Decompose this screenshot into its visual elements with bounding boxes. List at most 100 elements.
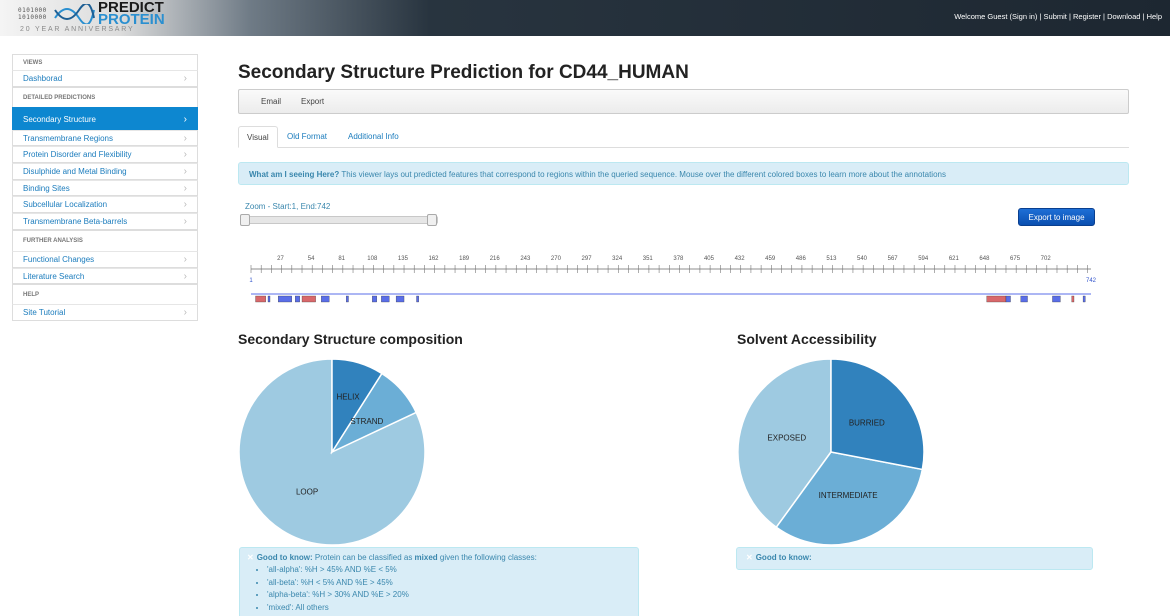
pie-slice-loop[interactable] xyxy=(238,358,426,546)
tab-bar: Visual Old Format Additional Info xyxy=(238,126,1129,148)
sidebar-item-functional-changes[interactable]: Functional Changes › xyxy=(12,250,198,268)
sidebar-item-literature-search[interactable]: Literature Search › xyxy=(12,267,198,285)
ruler-start-label: 1 xyxy=(249,278,253,284)
ruler-tick-label: 513 xyxy=(826,256,837,262)
sidebar-item-transmembrane-regions[interactable]: Transmembrane Regions › xyxy=(12,129,198,147)
tab-visual[interactable]: Visual xyxy=(238,126,278,148)
feature-box-helix[interactable] xyxy=(381,295,390,303)
sidebar-item-label: Transmembrane Regions xyxy=(23,133,113,143)
ruler-tick-label: 567 xyxy=(888,256,899,262)
class-rule: 'all-alpha': %H > 45% AND %E < 5% xyxy=(267,564,638,577)
submit-link[interactable]: Submit xyxy=(1043,12,1067,21)
sidebar-item-label: Secondary Structure xyxy=(23,114,96,124)
ruler-tick-label: 378 xyxy=(673,256,684,262)
main-content: Secondary Structure Prediction for CD44_… xyxy=(238,54,1130,616)
composition-title: Secondary Structure composition xyxy=(238,331,463,347)
feature-box-helix[interactable] xyxy=(395,295,405,303)
feature-box-helix[interactable] xyxy=(1020,295,1028,303)
feature-box-strand[interactable] xyxy=(301,295,316,303)
email-button[interactable]: Email xyxy=(261,97,282,106)
class-rule: 'mixed': All others xyxy=(267,602,638,615)
pie-label-helix: HELIX xyxy=(337,393,361,402)
ruler-tick-label: 594 xyxy=(918,256,929,262)
sidebar-item-label: Disulphide and Metal Binding xyxy=(23,167,127,177)
info-banner-text: This viewer lays out predicted features … xyxy=(339,170,946,179)
nav-separator: | xyxy=(1066,12,1074,21)
sidebar-item-label: Protein Disorder and Flexibility xyxy=(23,150,132,160)
sidebar-item-label: Site Tutorial xyxy=(23,308,66,318)
class-list: 'all-alpha': %H > 45% AND %E < 5% 'all-b… xyxy=(267,564,638,614)
pie-slice-exposed[interactable] xyxy=(737,358,832,529)
register-link[interactable]: Register xyxy=(1073,12,1101,21)
close-icon[interactable]: ✕ xyxy=(247,553,254,562)
top-nav: Welcome Guest (Sign in) | Submit | Regis… xyxy=(954,12,1162,21)
feature-box-strand[interactable] xyxy=(986,295,1007,303)
download-link[interactable]: Download xyxy=(1107,12,1141,21)
sidebar-item-site-tutorial[interactable]: Site Tutorial › xyxy=(12,304,198,321)
sequence-feature-track[interactable]: 27 54 81 108 135 162 189 216 243 270 297 324 351 378 4… xyxy=(248,249,1098,311)
welcome-sign-in-link[interactable]: Welcome Guest (Sign in) xyxy=(954,12,1038,21)
feature-box-helix[interactable] xyxy=(1052,295,1061,303)
tab-old-format[interactable]: Old Format xyxy=(287,132,328,141)
chevron-right-icon: › xyxy=(183,182,187,194)
feature-box-helix[interactable] xyxy=(416,295,419,303)
ruler-tick-label: 675 xyxy=(1010,256,1021,262)
export-to-image-button[interactable]: Export to image xyxy=(1018,208,1095,226)
composition-good-to-know: ✕ Good to know: Protein can be classified… xyxy=(239,547,639,616)
pie-slice-burried[interactable] xyxy=(830,358,925,471)
sidebar-item-label: Dashborad xyxy=(23,74,63,83)
pie-label-strand: STRAND xyxy=(350,417,383,426)
close-icon[interactable]: ✕ xyxy=(746,553,753,562)
sidebar-item-secondary-structure[interactable]: Secondary Structure › xyxy=(12,106,198,130)
nav-separator: | xyxy=(1140,12,1147,21)
ruler-tick-label: 270 xyxy=(551,256,562,262)
sidebar-item-subcellular-localization[interactable]: Subcellular Localization › xyxy=(12,196,198,214)
anniversary-text: 20 YEAR ANNIVERSARY xyxy=(20,26,135,33)
nav-separator: | xyxy=(1037,12,1044,21)
nav-separator: | xyxy=(1100,12,1108,21)
page-title: Secondary Structure Prediction for CD44_… xyxy=(238,62,689,83)
export-button[interactable]: Export xyxy=(301,97,325,106)
feature-box-helix[interactable] xyxy=(267,295,271,303)
predictprotein-logo[interactable]: 0101000 1010000 PREDICT PROTEIN 20 YEAR … xyxy=(18,0,165,35)
info-banner-heading: What am I seeing Here? xyxy=(249,170,340,179)
ruler-end-label: 742 xyxy=(1086,278,1097,284)
dna-helix-icon xyxy=(54,4,95,24)
solvent-accessibility-pie-chart[interactable]: EXPOSED INTERMEDIATE BURRIED xyxy=(737,358,925,546)
feature-box-helix[interactable] xyxy=(346,295,349,303)
pie-slice-intermediate[interactable] xyxy=(775,451,924,546)
ruler-tick-label: 54 xyxy=(308,256,315,262)
help-link[interactable]: Help xyxy=(1146,12,1162,21)
sidebar-item-dashboard[interactable]: Dashborad › xyxy=(12,70,198,87)
pie-slice-helix[interactable] xyxy=(331,358,383,455)
zoom-slider-end-handle[interactable] xyxy=(427,214,437,226)
sidebar-item-binding-sites[interactable]: Binding Sites › xyxy=(12,179,198,197)
zoom-label: Zoom - Start:1, End:742 xyxy=(245,202,331,211)
pie-label-loop: LOOP xyxy=(296,487,318,496)
feature-box-helix[interactable] xyxy=(1005,295,1011,303)
sidebar: VIEWS Dashborad › DETAILED PREDICTIONS Se… xyxy=(12,54,198,321)
class-rule: 'alpha-beta': %H > 30% AND %E > 20% xyxy=(267,589,638,602)
good-to-know-class: mixed xyxy=(414,553,438,562)
feature-box-strand[interactable] xyxy=(1071,295,1075,303)
feature-box-strand[interactable] xyxy=(255,295,266,303)
feature-box-helix[interactable] xyxy=(372,295,377,303)
feature-box-helix[interactable] xyxy=(321,295,330,303)
sidebar-item-disulphide-metal-binding[interactable]: Disulphide and Metal Binding › xyxy=(12,163,198,180)
ruler-tick-label: 351 xyxy=(643,256,654,262)
chevron-right-icon: › xyxy=(183,73,187,84)
zoom-slider[interactable] xyxy=(240,214,438,226)
zoom-slider-start-handle[interactable] xyxy=(240,214,250,226)
sidebar-item-protein-disorder[interactable]: Protein Disorder and Flexibility › xyxy=(12,146,198,164)
chevron-right-icon: › xyxy=(183,166,187,178)
tab-additional-info[interactable]: Additional Info xyxy=(348,132,399,141)
feature-box-helix[interactable] xyxy=(278,295,292,303)
feature-box-helix[interactable] xyxy=(1082,295,1086,303)
ruler-tick-label: 297 xyxy=(582,256,593,262)
feature-box-helix[interactable] xyxy=(295,295,300,303)
good-to-know-heading: Good to know: xyxy=(755,553,812,562)
ruler-tick-label: 486 xyxy=(796,256,807,262)
ruler-tick-label: 648 xyxy=(979,256,990,262)
secondary-structure-pie-chart[interactable]: LOOP STRAND HELIX xyxy=(238,358,426,546)
sidebar-item-transmembrane-beta-barrels[interactable]: Transmembrane Beta-barrels › xyxy=(12,213,198,230)
